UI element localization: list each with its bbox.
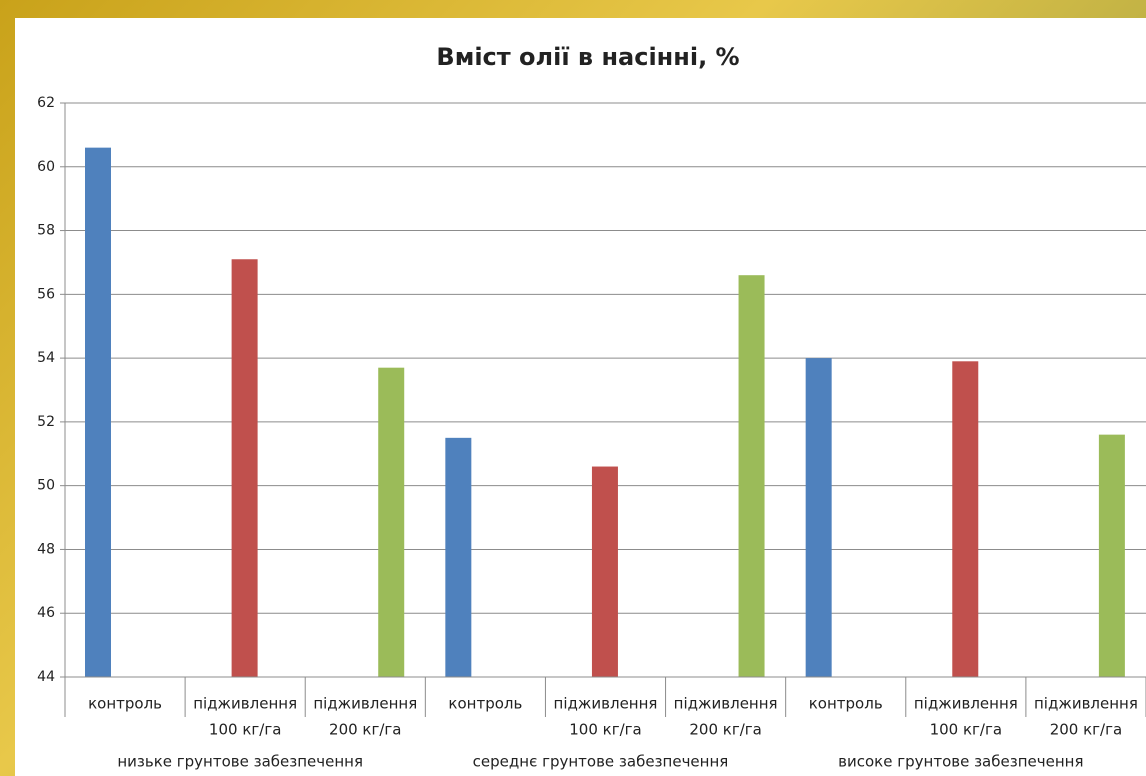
x-tick-label: 100 кг/га: [569, 721, 641, 739]
x-tick-label: контроль: [448, 695, 522, 713]
chart-title: Вміст олії в насінні, %: [436, 43, 739, 71]
bar: [739, 275, 765, 677]
x-tick-label: контроль: [88, 695, 162, 713]
y-tick-label: 48: [37, 541, 55, 557]
bar: [378, 368, 404, 677]
x-tick-label: 200 кг/га: [1050, 721, 1122, 739]
group-label: середнє грунтове забезпечення: [473, 753, 729, 771]
y-tick-label: 44: [37, 669, 55, 685]
y-tick-label: 58: [37, 223, 55, 239]
x-tick-label: підживлення: [193, 695, 297, 713]
y-tick-label: 60: [37, 159, 55, 175]
x-tick-label: підживлення: [1034, 695, 1138, 713]
bar: [232, 259, 258, 677]
page: {"chart_data": { "type": "bar", "title":…: [0, 0, 1146, 776]
y-tick-label: 54: [37, 350, 55, 366]
x-tick-label: 200 кг/га: [689, 721, 761, 739]
chart: Вміст олії в насінні, % 44 46 48 50 52 54 56 58…: [0, 0, 1146, 776]
bar: [952, 361, 978, 677]
x-tick-label: підживлення: [914, 695, 1018, 713]
y-tick-label: 52: [37, 414, 55, 430]
x-tick-label: 200 кг/га: [329, 721, 401, 739]
bar: [806, 358, 832, 677]
y-tick-label: 56: [37, 286, 55, 302]
y-tick-label: 46: [37, 605, 55, 621]
y-tick-label: 62: [37, 95, 55, 111]
y-tick-label: 50: [37, 478, 55, 494]
group-label: низьке грунтове забезпечення: [117, 753, 363, 771]
group-label: високе грунтове забезпечення: [838, 753, 1083, 771]
bar: [1099, 435, 1125, 677]
x-tick-label: підживлення: [313, 695, 417, 713]
x-tick-label: 100 кг/га: [209, 721, 281, 739]
bar: [445, 438, 471, 677]
x-tick-label: підживлення: [674, 695, 778, 713]
x-tick-label: 100 кг/га: [930, 721, 1002, 739]
bar: [85, 148, 111, 677]
x-tick-label: контроль: [809, 695, 883, 713]
bar: [592, 467, 618, 677]
x-tick-label: підживлення: [554, 695, 658, 713]
